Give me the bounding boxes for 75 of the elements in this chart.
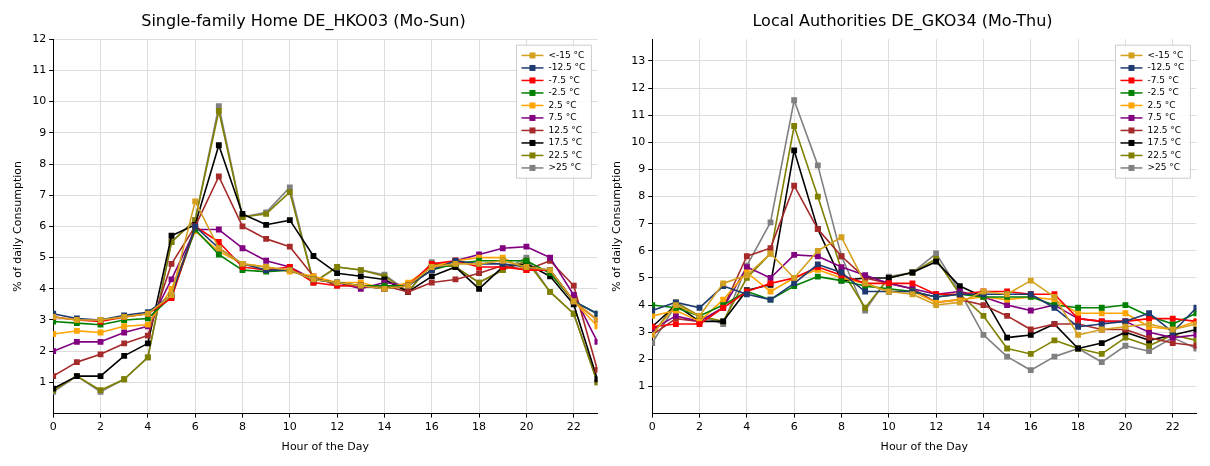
x-tick-label: 18 xyxy=(1071,420,1086,434)
y-tick-label: 9 xyxy=(39,125,47,139)
x-tick-label: 8 xyxy=(837,420,845,434)
y-tick-label: 6 xyxy=(638,243,646,257)
x-tick-label: 20 xyxy=(1118,420,1133,434)
y-tick-label: 1 xyxy=(638,379,646,393)
legend-label: 12.5 °C xyxy=(548,124,583,135)
legend-label: >25 °C xyxy=(1147,162,1181,173)
x-tick-label: 2 xyxy=(97,420,105,434)
y-tick-label: 8 xyxy=(638,189,646,203)
y-axis-title: % of daily Consumption xyxy=(610,161,624,292)
x-tick-label: 10 xyxy=(881,420,896,434)
y-tick-label: 1 xyxy=(39,375,47,389)
legend-label: -7.5 °C xyxy=(1147,74,1179,85)
y-tick-label: 3 xyxy=(39,312,47,326)
x-tick-label: 12 xyxy=(929,420,944,434)
x-axis-title: Hour of the Day xyxy=(880,440,969,454)
y-tick-label: 5 xyxy=(39,250,47,264)
legend-label: 12.5 °C xyxy=(1147,124,1182,135)
y-tick-label: 3 xyxy=(638,325,646,339)
x-tick-label: 6 xyxy=(790,420,798,434)
y-tick-label: 11 xyxy=(32,63,47,77)
y-tick-label: 12 xyxy=(631,80,646,94)
y-tick-label: 11 xyxy=(631,108,646,122)
x-tick-label: 6 xyxy=(191,420,199,434)
legend-label: >25 °C xyxy=(548,162,582,173)
chart-title: Local Authorities DE_GKO34 (Mo-Thu) xyxy=(752,10,1053,31)
x-tick-label: 8 xyxy=(238,420,246,434)
y-tick-label: 4 xyxy=(638,297,646,311)
x-tick-label: 14 xyxy=(976,420,991,434)
y-tick-label: 12 xyxy=(32,32,47,46)
x-tick-label: 16 xyxy=(424,420,439,434)
legend-label: <-15 °C xyxy=(1147,49,1184,60)
x-tick-label: 12 xyxy=(330,420,345,434)
y-tick-label: 2 xyxy=(39,344,47,358)
x-axis-title: Hour of the Day xyxy=(281,440,370,454)
legend-label: -2.5 °C xyxy=(548,87,580,98)
legend-label: 17.5 °C xyxy=(548,137,583,148)
legend-label: <-15 °C xyxy=(548,49,585,60)
y-tick-label: 8 xyxy=(39,156,47,170)
y-tick-label: 13 xyxy=(631,53,646,67)
legend-label: -7.5 °C xyxy=(548,74,580,85)
y-tick-label: 2 xyxy=(638,352,646,366)
legend-label: 2.5 °C xyxy=(1147,99,1176,110)
x-tick-label: 14 xyxy=(377,420,392,434)
x-tick-label: 0 xyxy=(49,420,57,434)
x-tick-label: 4 xyxy=(144,420,152,434)
x-tick-label: 18 xyxy=(472,420,487,434)
x-tick-label: 0 xyxy=(648,420,656,434)
y-tick-label: 10 xyxy=(631,135,646,149)
x-tick-label: 10 xyxy=(282,420,297,434)
x-tick-label: 4 xyxy=(743,420,751,434)
y-axis-title: % of daily Consumption xyxy=(11,161,25,292)
chart-title: Single-family Home DE_HKO03 (Mo-Sun) xyxy=(141,10,466,31)
legend-label: -12.5 °C xyxy=(1147,62,1185,73)
legend-label: 2.5 °C xyxy=(548,99,577,110)
y-tick-label: 10 xyxy=(32,94,47,108)
y-tick-label: 9 xyxy=(638,162,646,176)
x-tick-label: 22 xyxy=(566,420,581,434)
y-tick-label: 7 xyxy=(39,188,47,202)
y-tick-label: 5 xyxy=(638,270,646,284)
legend-label: 7.5 °C xyxy=(1147,112,1176,123)
legend-label: 22.5 °C xyxy=(1147,149,1182,160)
x-tick-label: 2 xyxy=(696,420,704,434)
x-tick-label: 20 xyxy=(519,420,534,434)
legend-label: 17.5 °C xyxy=(1147,137,1182,148)
y-tick-label: 4 xyxy=(39,281,47,295)
legend-label: 7.5 °C xyxy=(548,112,577,123)
x-tick-label: 22 xyxy=(1165,420,1180,434)
x-tick-label: 16 xyxy=(1023,420,1038,434)
legend-label: 22.5 °C xyxy=(548,149,583,160)
legend-label: -12.5 °C xyxy=(548,62,586,73)
y-tick-label: 7 xyxy=(638,216,646,230)
legend-label: -2.5 °C xyxy=(1147,87,1179,98)
y-tick-label: 6 xyxy=(39,219,47,233)
